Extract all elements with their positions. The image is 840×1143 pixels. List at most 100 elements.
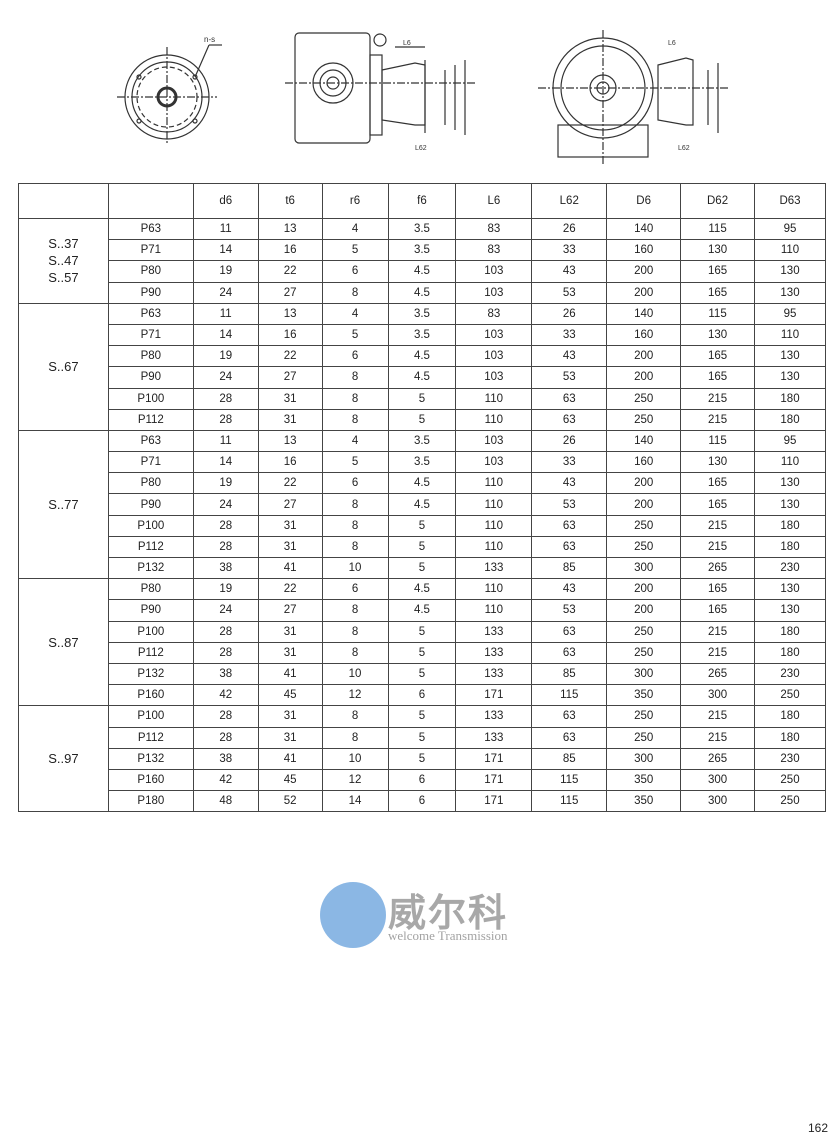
- value-cell: 5: [387, 747, 457, 770]
- column-header: D6: [606, 183, 682, 219]
- value-cell: 4.5: [387, 493, 457, 516]
- value-cell: 215: [680, 535, 756, 559]
- value-cell: 180: [754, 705, 826, 728]
- motor-size-cell: P71: [107, 323, 194, 347]
- value-cell: 103: [455, 260, 533, 283]
- motor-size-cell: P180: [107, 790, 194, 813]
- value-cell: 6: [387, 684, 457, 707]
- value-cell: 133: [455, 641, 533, 664]
- value-cell: 4: [321, 302, 389, 325]
- value-cell: 43: [531, 578, 608, 601]
- value-cell: 27: [257, 281, 323, 304]
- table-row: S..67 P63 11 13 4 3.5 83 26 140 115 95: [18, 302, 826, 431]
- value-cell: 83: [455, 239, 533, 262]
- value-cell: 53: [531, 599, 608, 622]
- value-cell: 200: [606, 260, 682, 283]
- series-name: S..87: [48, 634, 79, 650]
- value-cell: 133: [455, 726, 533, 749]
- value-cell: 215: [680, 641, 756, 664]
- value-cell: 19: [192, 260, 259, 283]
- value-cell: 171: [455, 684, 533, 707]
- value-cell: 130: [754, 260, 826, 283]
- value-cell: 133: [455, 705, 533, 728]
- motor-size-cell: P90: [107, 366, 194, 389]
- value-cell: 5: [387, 620, 457, 643]
- value-cell: 215: [680, 705, 756, 728]
- value-cell: 180: [754, 726, 826, 749]
- motor-size-cell: P90: [107, 599, 194, 622]
- value-cell: 130: [754, 345, 826, 368]
- value-cell: 200: [606, 599, 682, 622]
- value-cell: 24: [192, 493, 259, 516]
- value-cell: 3.5: [387, 302, 457, 325]
- value-cell: 130: [680, 239, 756, 262]
- value-cell: 28: [192, 705, 259, 728]
- value-cell: 171: [455, 790, 533, 813]
- series-group-cell: S..37 S..47 S..57: [18, 218, 109, 304]
- value-cell: 33: [531, 451, 608, 474]
- value-cell: 5: [387, 408, 457, 431]
- table-row: P112 28 31 8 5 133 63 250 215 180: [19, 641, 826, 664]
- value-cell: 133: [455, 662, 533, 686]
- value-cell: 8: [321, 281, 389, 304]
- value-cell: 31: [257, 641, 323, 664]
- flange-label: n-s: [204, 35, 215, 44]
- motor-size-cell: P80: [107, 578, 194, 601]
- table-row: S..37 S..47 S..57 P63 11 13 4 3.5 83 26 140 115 95: [18, 217, 826, 304]
- value-cell: 95: [754, 302, 826, 325]
- value-cell: 63: [531, 514, 608, 537]
- value-cell: 19: [192, 345, 259, 368]
- column-header: f6: [387, 183, 457, 219]
- motor-size-cell: P100: [107, 514, 194, 537]
- series-group-cell: S..97: [18, 705, 109, 813]
- value-cell: 26: [531, 302, 608, 325]
- table-row: S..97 P100 28 31 8 5 133 63 250 215 180: [18, 705, 826, 813]
- value-cell: 14: [192, 451, 259, 474]
- value-cell: 13: [257, 429, 323, 453]
- value-cell: 300: [680, 790, 756, 813]
- value-cell: 38: [192, 747, 259, 770]
- value-cell: 103: [455, 366, 533, 389]
- value-cell: 130: [754, 578, 826, 601]
- column-header: L6: [455, 183, 533, 219]
- value-cell: 4.5: [387, 260, 457, 283]
- value-cell: 11: [192, 302, 259, 325]
- value-cell: 250: [754, 684, 826, 707]
- value-cell: 63: [531, 387, 608, 410]
- value-cell: 95: [754, 217, 826, 241]
- motor-size-cell: P80: [107, 260, 194, 283]
- value-cell: 33: [531, 323, 608, 347]
- watermark-logo: 威尔科 welcome Transmission: [318, 880, 578, 950]
- value-cell: 180: [754, 641, 826, 664]
- value-cell: 115: [531, 768, 608, 792]
- gearbox-front-view-drawing: L6 L62: [538, 30, 728, 165]
- value-cell: 5: [387, 641, 457, 664]
- value-cell: 31: [257, 408, 323, 431]
- value-cell: 6: [387, 790, 457, 813]
- value-cell: 41: [257, 747, 323, 770]
- value-cell: 110: [754, 323, 826, 347]
- value-cell: 200: [606, 578, 682, 601]
- series-name: S..37: [48, 236, 79, 252]
- value-cell: 63: [531, 620, 608, 643]
- value-cell: 103: [455, 429, 533, 453]
- value-cell: 8: [321, 493, 389, 516]
- value-cell: 8: [321, 705, 389, 728]
- value-cell: 130: [754, 472, 826, 495]
- table-row: P90 24 27 8 4.5 110 53 200 165 130: [19, 493, 826, 516]
- column-header: r6: [321, 183, 389, 219]
- value-cell: 250: [606, 726, 682, 749]
- value-cell: 8: [321, 408, 389, 431]
- value-cell: 16: [257, 451, 323, 474]
- motor-size-cell: P63: [107, 217, 194, 241]
- table-row: P100 28 31 8 5 133 63 250 215 180: [19, 620, 826, 643]
- value-cell: 8: [321, 599, 389, 622]
- value-cell: 230: [754, 556, 826, 580]
- value-cell: 140: [606, 217, 682, 241]
- value-cell: 300: [680, 768, 756, 792]
- column-header: [107, 183, 194, 219]
- watermark-brand: 威尔科: [388, 893, 509, 935]
- value-cell: 26: [531, 429, 608, 453]
- value-cell: 215: [680, 408, 756, 431]
- value-cell: 133: [455, 556, 533, 580]
